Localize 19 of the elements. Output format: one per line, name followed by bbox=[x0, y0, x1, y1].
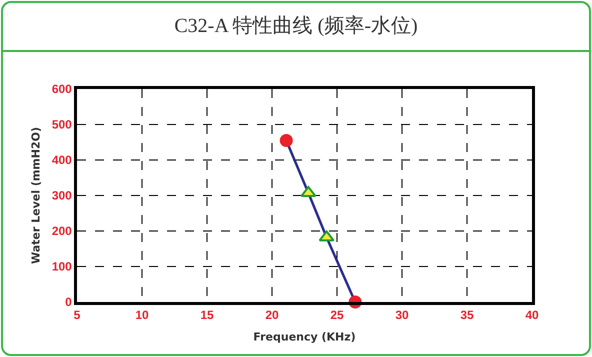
y-tick-label: 200 bbox=[52, 224, 72, 238]
chart-title: C32-A 特性曲线 (频率-水位) bbox=[174, 14, 418, 37]
x-axis-title: Frequency (KHz) bbox=[253, 330, 356, 344]
y-tick-label: 300 bbox=[52, 188, 72, 203]
x-tick-label: 30 bbox=[395, 308, 409, 322]
y-tick-label: 600 bbox=[52, 82, 72, 96]
point bbox=[280, 134, 293, 147]
x-tick-label: 25 bbox=[330, 308, 344, 322]
x-tick-label: 5 bbox=[74, 308, 81, 322]
y-tick-label: 100 bbox=[52, 260, 72, 274]
x-tick-label: 15 bbox=[200, 308, 214, 322]
x-tick-label: 40 bbox=[525, 308, 539, 322]
x-tick-label: 20 bbox=[265, 308, 279, 322]
y-tick-label: 400 bbox=[52, 153, 72, 168]
x-tick-label: 35 bbox=[460, 308, 474, 322]
y-axis-title: Water Level (mmH2O) bbox=[29, 126, 42, 264]
x-tick-label: 10 bbox=[135, 308, 149, 322]
y-tick-label: 500 bbox=[52, 118, 72, 132]
y-tick-label: 0 bbox=[65, 295, 72, 310]
